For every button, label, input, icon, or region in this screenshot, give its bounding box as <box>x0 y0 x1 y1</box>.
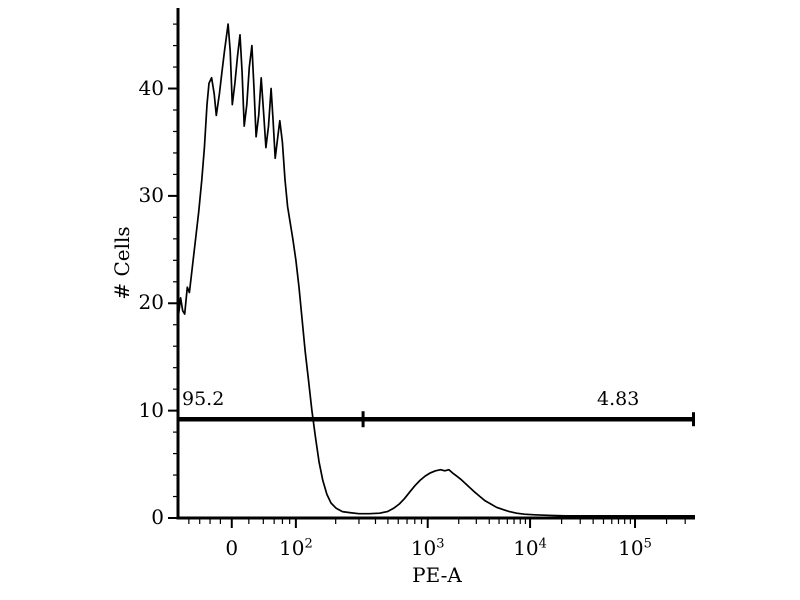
x-tick-label: 103 <box>410 536 445 560</box>
gate-right-percentage: 4.83 <box>597 388 640 410</box>
y-tick-label: 10 <box>138 397 164 422</box>
y-tick-label: 30 <box>138 182 164 207</box>
histogram-curve <box>177 23 695 517</box>
x-tick-label: 0 <box>225 536 239 560</box>
x-tick-label: 104 <box>513 536 547 560</box>
gate-left-percentage: 95.2 <box>182 388 225 410</box>
x-tick-label: 102 <box>279 536 313 560</box>
y-axis-label: # Cells <box>110 226 134 300</box>
x-axis-label: PE-A <box>412 563 462 587</box>
y-tick-label: 20 <box>138 290 164 315</box>
y-tick-label: 0 <box>151 505 164 529</box>
y-tick-label: 40 <box>138 75 164 100</box>
x-tick-label: 105 <box>618 536 652 560</box>
